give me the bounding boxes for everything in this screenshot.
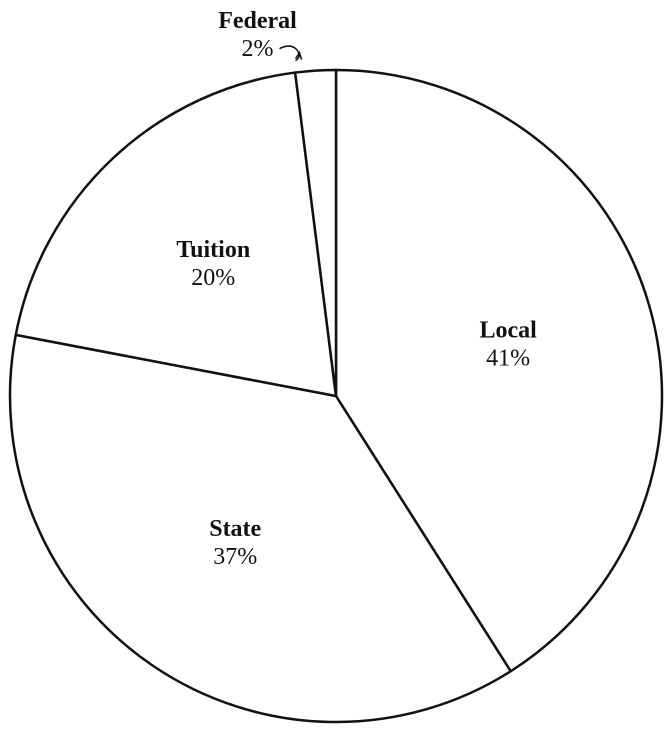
slice-label: Local [480, 317, 538, 343]
label-arrow [279, 45, 303, 62]
pie-slice [293, 68, 338, 397]
slice-value-label: 20% [191, 265, 235, 291]
pie-slice [334, 68, 664, 673]
slice-value-label: 2% [242, 36, 274, 62]
pie-slice [8, 333, 513, 724]
slice-value-label: 41% [486, 345, 530, 371]
slice-label: State [209, 516, 261, 542]
slice-label: Tuition [176, 237, 250, 263]
pie-slice [14, 71, 338, 398]
slice-value-label: 37% [213, 544, 257, 570]
slice-label: Federal [218, 8, 297, 34]
